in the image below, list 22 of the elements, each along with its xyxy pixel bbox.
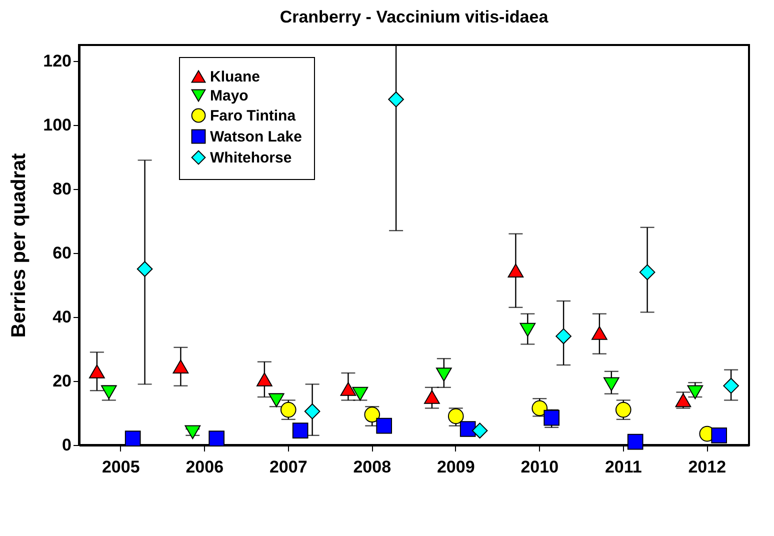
legend-label: Faro Tintina (210, 108, 296, 124)
y-tick-label: 60 (52, 244, 72, 262)
x-tick-label: 2007 (269, 458, 308, 476)
legend-label: Kluane (210, 68, 260, 86)
x-tick-label: 2005 (102, 458, 140, 476)
y-tick-label: 20 (52, 372, 72, 390)
y-tick-label: 40 (52, 308, 72, 326)
x-tick-label: 2008 (353, 458, 392, 476)
x-tick-label: 2011 (604, 458, 642, 476)
y-tick-label: 80 (52, 180, 72, 198)
legend-label: Whitehorse (210, 150, 292, 166)
x-tick-label: 2009 (436, 458, 475, 476)
y-tick-label: 120 (43, 52, 72, 70)
x-tick-label: 2006 (186, 458, 224, 476)
x-tick-label: 2012 (688, 458, 726, 476)
legend-label: Mayo (210, 88, 248, 104)
chart-title: Cranberry - Vaccinium vitis-idaea (280, 7, 549, 26)
y-tick-label: 0 (62, 436, 72, 454)
x-tick-label: 2010 (520, 458, 559, 476)
y-axis-title: Berries per quadrat (8, 152, 30, 338)
legend-label: Watson Lake (210, 128, 302, 146)
y-tick-label: 100 (43, 116, 72, 134)
